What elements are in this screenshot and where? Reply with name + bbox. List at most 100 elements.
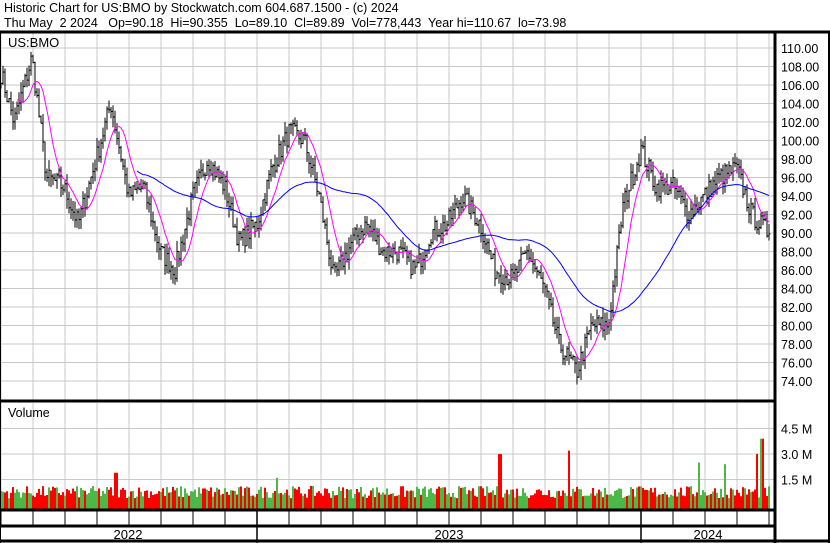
volume-bar — [262, 497, 264, 509]
volume-bar — [666, 494, 668, 509]
volume-bar — [762, 438, 764, 509]
volume-bar — [622, 497, 624, 509]
volume-bar — [524, 492, 526, 509]
volume-bar — [480, 486, 482, 509]
volume-bar — [428, 489, 430, 509]
volume-bar — [606, 494, 608, 509]
price-tick-label: 110.00 — [781, 42, 818, 56]
year-label: 2022 — [114, 527, 143, 542]
volume-bar — [326, 488, 328, 509]
volume-bar — [454, 497, 456, 509]
volume-bar — [232, 490, 234, 509]
volume-bar — [518, 495, 520, 509]
volume-bar — [512, 489, 514, 509]
volume-bar — [652, 492, 654, 509]
volume-bar — [550, 497, 552, 509]
volume-bar — [158, 491, 160, 509]
volume-bar — [656, 496, 658, 509]
volume-bar — [698, 462, 700, 509]
volume-bar — [516, 488, 518, 509]
volume-bar — [714, 488, 716, 509]
volume-bar — [604, 487, 606, 509]
volume-bar — [104, 493, 106, 509]
volume-bar — [520, 496, 522, 509]
volume-bar — [476, 496, 478, 509]
volume-bar — [116, 472, 118, 509]
volume-bar — [278, 493, 280, 509]
volume-bar — [42, 486, 44, 509]
volume-bar — [146, 490, 148, 509]
volume-bar — [266, 492, 268, 509]
moving-averages — [16, 80, 770, 361]
volume-bar — [142, 496, 144, 509]
volume-bar — [376, 487, 378, 509]
volume-bar — [416, 486, 418, 509]
volume-bar — [138, 487, 140, 509]
volume-bar — [148, 497, 150, 509]
volume-bar — [596, 493, 598, 509]
volume-bar — [354, 494, 356, 509]
volume-bar — [130, 491, 132, 509]
volume-bar — [654, 487, 656, 509]
volume-bar — [76, 486, 78, 509]
volume-bar — [600, 491, 602, 509]
volume-bar — [52, 486, 54, 509]
volume-tick-label: 1.5 M — [781, 474, 812, 488]
quote-line: Thu May 2 2024 Op=90.18 Hi=90.355 Lo=89.… — [4, 16, 567, 30]
volume-bar — [360, 487, 362, 509]
volume-bar — [448, 493, 450, 509]
volume-bar — [272, 492, 274, 509]
volume-bar — [708, 494, 710, 509]
price-tick-label: 98.00 — [781, 153, 812, 167]
volume-bar — [388, 494, 390, 509]
volume-bar — [436, 488, 438, 509]
volume-bar — [456, 498, 458, 509]
volume-bar — [68, 490, 70, 509]
volume-bar — [576, 486, 578, 509]
volume-bar — [362, 496, 364, 509]
volume-bar — [358, 492, 360, 509]
volume-bar — [206, 489, 208, 509]
volume-bar — [94, 490, 96, 509]
volume-bar — [750, 492, 752, 509]
volume-bar — [156, 493, 158, 509]
volume-bar — [264, 487, 266, 509]
volume-bar — [248, 487, 250, 509]
volume-bar — [392, 493, 394, 509]
price-tick-label: 80.00 — [781, 320, 812, 334]
volume-bar — [48, 487, 50, 509]
price-tick-label: 94.00 — [781, 190, 812, 204]
volume-bar — [422, 488, 424, 509]
volume-bar — [624, 496, 626, 509]
volume-bar — [552, 496, 554, 509]
year-label: 2024 — [694, 527, 723, 542]
volume-bar — [380, 494, 382, 509]
volume-bar — [540, 490, 542, 509]
volume-bar — [310, 485, 312, 509]
volume-bar — [246, 486, 248, 509]
volume-bar — [44, 495, 46, 509]
volume-bar — [306, 497, 308, 509]
volume-bar — [432, 493, 434, 509]
price-tick-label: 100.00 — [781, 135, 819, 149]
volume-bar — [490, 492, 492, 509]
volume-bar — [646, 489, 648, 509]
volume-bar — [442, 487, 444, 509]
volume-bar — [410, 490, 412, 509]
volume-bar — [558, 490, 560, 509]
year-label: 2023 — [435, 527, 464, 542]
volume-bar — [424, 486, 426, 509]
volume-bar — [462, 487, 464, 509]
price-tick-label: 78.00 — [781, 338, 812, 352]
volume-bar — [150, 491, 152, 509]
volume-bar — [282, 494, 284, 509]
volume-bar — [56, 487, 58, 509]
volume-bar — [342, 487, 344, 509]
volume-bar — [766, 496, 768, 509]
volume-bar — [80, 487, 82, 509]
volume-bar — [536, 489, 538, 509]
volume-bar — [680, 487, 682, 509]
volume-bar — [616, 490, 618, 509]
volume-bar — [378, 492, 380, 509]
volume-bar — [204, 488, 206, 509]
